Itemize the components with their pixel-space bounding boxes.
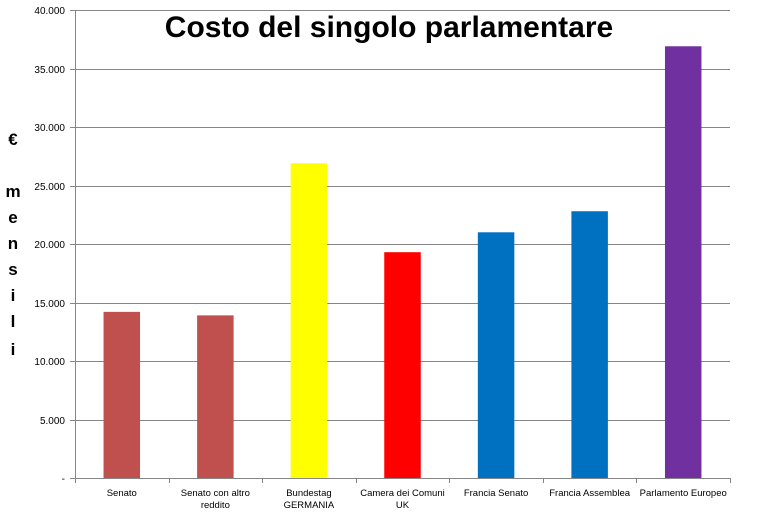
y-axis-label-char: e xyxy=(8,208,17,227)
bars xyxy=(103,46,702,479)
x-category-label: Bundestag xyxy=(286,488,331,499)
y-tick-labels: - 5.000 10.000 15.000 20.000 25.000 30.000 35.0… xyxy=(34,6,65,485)
x-category-label: Francia Senato xyxy=(464,488,528,499)
bar xyxy=(477,232,515,478)
chart-title: Costo del singolo parlamentare xyxy=(165,11,613,44)
y-tick-label: 35.000 xyxy=(34,65,65,76)
bar xyxy=(384,252,421,478)
y-axis-label-char: € xyxy=(8,130,18,149)
bar xyxy=(664,46,702,479)
y-tick-label: 5.000 xyxy=(40,416,65,427)
axes xyxy=(70,10,731,483)
y-axis-label-char: n xyxy=(8,234,18,253)
x-category-label: Parlamento Europeo xyxy=(640,488,727,499)
y-tick-label: - xyxy=(62,474,65,485)
x-category-label: reddito xyxy=(201,500,230,511)
x-category-label: GERMANIA xyxy=(284,500,335,511)
bar xyxy=(290,163,328,478)
y-tick-label: 10.000 xyxy=(34,357,65,368)
x-category-label: Senato con altro xyxy=(181,488,250,499)
y-tick-label: 30.000 xyxy=(34,123,65,134)
y-axis-label-char: l xyxy=(11,312,16,331)
y-tick-label: 40.000 xyxy=(34,6,65,17)
x-category-label: UK xyxy=(396,500,410,511)
bar xyxy=(103,311,141,478)
y-axis-label-char: m xyxy=(5,182,20,201)
y-axis-label-char: i xyxy=(11,340,16,359)
y-axis-label-char: i xyxy=(11,286,16,305)
y-axis-label-char: s xyxy=(8,260,17,279)
bar xyxy=(571,211,608,479)
x-category-label: Senato xyxy=(107,488,137,499)
x-category-label: Camera dei Comuni xyxy=(360,488,444,499)
y-tick-label: 15.000 xyxy=(34,299,65,310)
bar xyxy=(197,315,234,478)
y-tick-label: 25.000 xyxy=(34,182,65,193)
x-category-label: Francia Assemblea xyxy=(549,488,631,499)
y-tick-label: 20.000 xyxy=(34,240,65,251)
